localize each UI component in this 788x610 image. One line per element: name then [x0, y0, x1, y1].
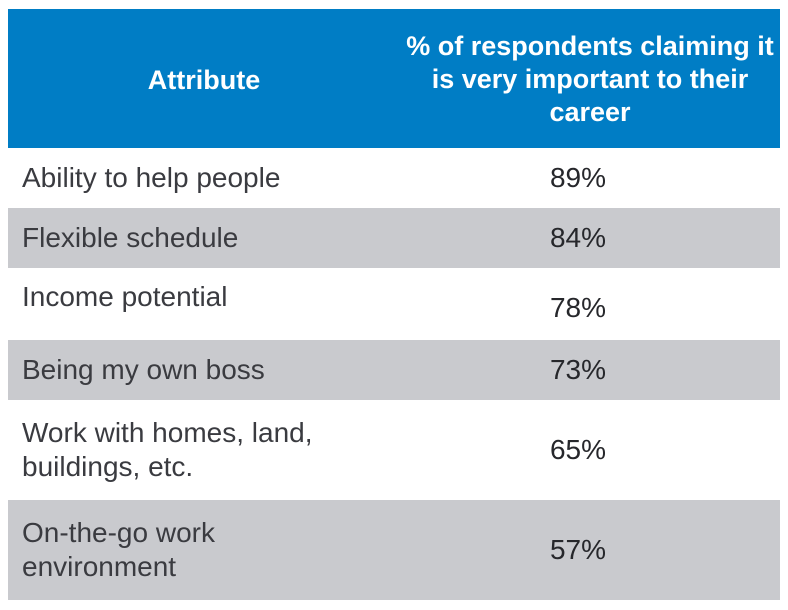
attribute-cell: Flexible schedule	[22, 222, 239, 253]
percent-cell: 73%	[549, 354, 607, 385]
attribute-cell: Income potential	[22, 281, 228, 312]
attributes-table: Attribute % of respondents claiming it i…	[8, 9, 780, 600]
table-row: Ability to help people 89%	[8, 148, 780, 208]
percent-cell: 65%	[549, 434, 607, 465]
percent-cell: 89%	[549, 162, 607, 193]
table-row: Work with homes, land, buildings, etc. 6…	[8, 400, 780, 500]
table-row: On-the-go work environment 57%	[8, 500, 780, 600]
table-header: Attribute % of respondents claiming it i…	[8, 9, 780, 148]
table-row: Flexible schedule 84%	[8, 208, 780, 268]
attribute-cell: Being my own boss	[22, 354, 265, 385]
header-attribute: Attribute	[147, 65, 261, 95]
table-row: Being my own boss 73%	[8, 340, 780, 400]
attribute-cell: Ability to help people	[22, 162, 281, 193]
percent-cell: 78%	[549, 292, 607, 323]
table-row: Income potential 78%	[8, 268, 780, 340]
percent-cell: 57%	[549, 534, 607, 565]
attribute-cell: On-the-go work environment	[22, 517, 215, 582]
header-percent: % of respondents claiming it is very imp…	[406, 31, 774, 127]
percent-cell: 84%	[549, 222, 607, 253]
attribute-cell: Work with homes, land, buildings, etc.	[22, 417, 313, 482]
